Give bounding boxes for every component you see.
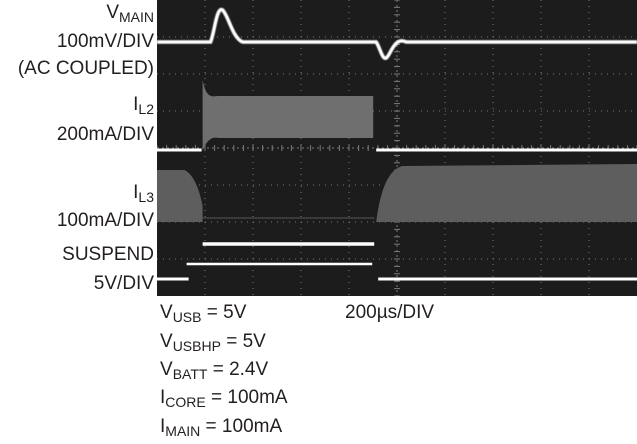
condition-imain: IMAIN = 100mA <box>160 416 283 439</box>
suspend-label: SUSPEND <box>62 244 154 265</box>
vmain-label: VMAIN <box>106 2 154 25</box>
il3-ripple-band-left <box>157 170 203 222</box>
vmain-coupling-note: (AC COUPLED) <box>17 58 154 79</box>
il2-scale: 200mA/DIV <box>56 124 154 145</box>
il3-label: IL3 <box>133 182 154 205</box>
oscilloscope-screen <box>157 0 637 296</box>
traces <box>157 8 637 281</box>
il2-ripple-band <box>202 80 374 150</box>
condition-icore: ICORE = 100mA <box>160 387 288 410</box>
suspend-scale: 5V/DIV <box>93 273 154 294</box>
time-scale-label: 200µs/DIV <box>345 302 435 323</box>
vmain-trace <box>157 8 637 60</box>
condition-vusb: VUSB = 5V <box>160 302 247 325</box>
condition-vbatt: VBATT = 2.4V <box>160 359 269 382</box>
vmain-scale: 100mV/DIV <box>56 31 154 52</box>
il3-scale: 100mA/DIV <box>56 210 154 231</box>
il2-label: IL2 <box>133 94 154 117</box>
il3-ripple-band-right <box>376 164 637 222</box>
condition-vusbhp: VUSBHP = 5V <box>160 331 266 354</box>
